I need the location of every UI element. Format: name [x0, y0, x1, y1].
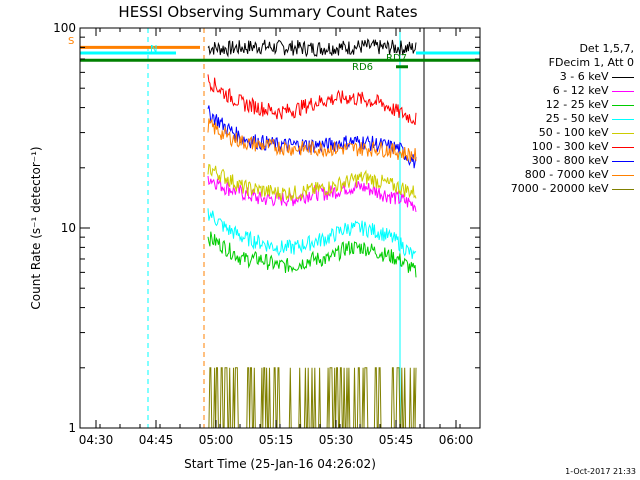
legend-label: 800 - 7000 keV [524, 168, 612, 181]
y-tick-label: 10 [61, 221, 76, 235]
x-tick-label: 05:30 [319, 433, 354, 447]
legend-entry: 12 - 25 keV [546, 98, 634, 111]
legend-swatch [612, 188, 634, 190]
legend-label: 100 - 300 keV [531, 140, 612, 153]
x-tick-label: 04:45 [139, 433, 174, 447]
legend-swatch [612, 90, 634, 92]
legend-swatch [612, 174, 634, 176]
legend-entry: 25 - 50 keV [546, 112, 634, 125]
x-axis-label: Start Time (25-Jan-16 04:26:02) [184, 457, 376, 471]
annotations: S N RD6 RD7 [68, 36, 480, 73]
legend-entry: 7000 - 20000 keV [511, 182, 634, 195]
axis-ticks: 04:30 04:45 05:00 05:15 05:30 05:45 06:00 1 10 10… [53, 21, 481, 447]
legend-swatch [612, 132, 634, 134]
y-tick-label: 1 [68, 421, 76, 435]
legend-entry: 6 - 12 keV [553, 84, 634, 97]
legend-label: 6 - 12 keV [552, 84, 612, 97]
legend-label: 12 - 25 keV [545, 98, 612, 111]
x-tick-label: 05:45 [379, 433, 414, 447]
legend-label: 3 - 6 keV [559, 70, 612, 83]
series-line [207, 163, 417, 201]
series-line [207, 38, 417, 58]
legend-entry: 50 - 100 keV [539, 126, 634, 139]
annotation-n: N [150, 44, 157, 55]
x-tick-label: 04:30 [79, 433, 114, 447]
series-group [207, 38, 417, 429]
series-line [207, 231, 417, 278]
series-line [207, 118, 417, 163]
legend-entry: 800 - 7000 keV [525, 168, 634, 181]
series-line [207, 175, 417, 212]
annotation-s: S [68, 36, 74, 47]
legend-swatch [612, 104, 634, 106]
series-line [207, 105, 417, 169]
legend-header-1: Det 1,5,7, [579, 42, 634, 55]
legend-entry: 100 - 300 keV [532, 140, 634, 153]
x-tick-label: 05:00 [199, 433, 234, 447]
legend-entry: 300 - 800 keV [532, 154, 634, 167]
reference-lines [79, 28, 481, 428]
legend-label: 50 - 100 keV [538, 126, 612, 139]
legend-label: 7000 - 20000 keV [510, 182, 612, 195]
timestamp: 1-Oct-2017 21:33 [565, 467, 636, 476]
legend-label: 25 - 50 keV [545, 112, 612, 125]
x-tick-label: 05:15 [259, 433, 294, 447]
legend-swatch [612, 160, 634, 162]
legend-swatch [612, 76, 634, 78]
chart-title: HESSI Observing Summary Count Rates [118, 3, 417, 21]
legend-entry: 3 - 6 keV [560, 70, 634, 83]
series-line [207, 208, 417, 259]
x-tick-label: 06:00 [439, 433, 474, 447]
series-line [208, 367, 417, 429]
legend-header-2: FDecim 1, Att 0 [548, 56, 634, 69]
series-line [207, 74, 417, 126]
plot-frame [79, 27, 481, 429]
y-axis-label: Count Rate (s⁻¹ detector⁻¹) [29, 146, 43, 309]
annotation-rd7: RD7 [386, 53, 407, 64]
legend-swatch [612, 146, 634, 148]
annotation-rd6: RD6 [352, 62, 373, 73]
legend-label: 300 - 800 keV [531, 154, 612, 167]
legend-swatch [612, 118, 634, 120]
y-tick-label: 100 [53, 21, 76, 35]
